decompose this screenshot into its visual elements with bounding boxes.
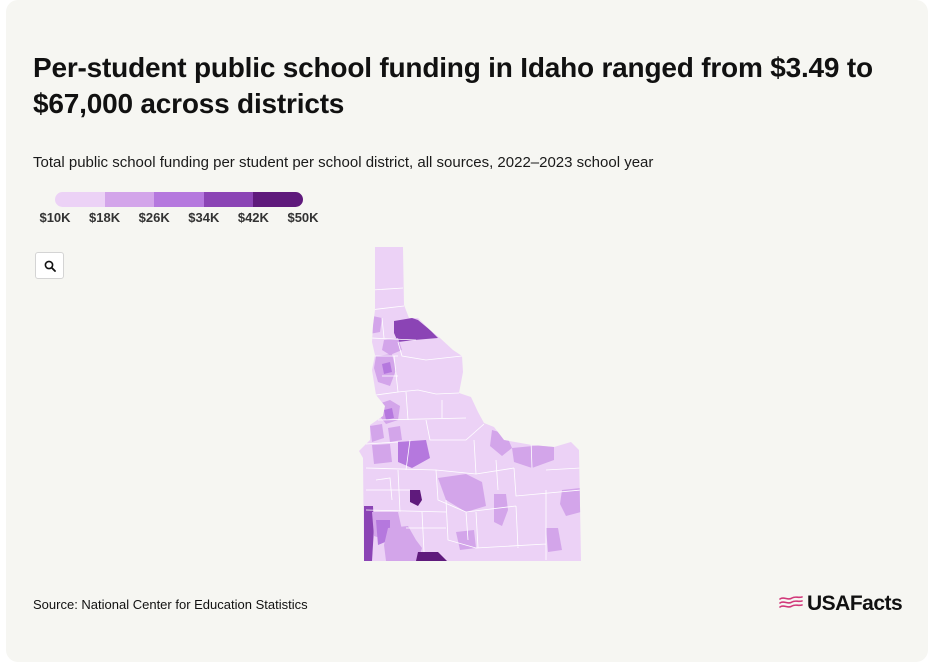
district-region <box>394 318 438 342</box>
legend-swatch-4 <box>203 192 254 207</box>
color-legend: $10K $18K $26K $34K $42K $50K <box>39 192 319 225</box>
legend-swatch-2 <box>104 192 155 207</box>
idaho-district-map <box>359 247 581 561</box>
district-region <box>512 444 554 468</box>
legend-ticks: $10K $18K $26K $34K $42K $50K <box>39 210 318 228</box>
district-region <box>560 488 581 516</box>
brand-name: USAFacts <box>807 592 903 615</box>
district-region <box>384 408 394 420</box>
chart-card: Per-student public school funding in Ida… <box>6 0 928 662</box>
legend-color-bar <box>55 192 303 207</box>
district-region <box>546 528 562 552</box>
legend-tick-label: $42K <box>237 210 269 225</box>
district-region <box>364 506 374 561</box>
district-region <box>382 362 392 374</box>
district-region <box>494 494 508 526</box>
district-region <box>382 338 402 355</box>
search-icon <box>44 260 56 272</box>
district-region <box>368 315 382 334</box>
legend-tick-label: $50K <box>287 210 319 225</box>
legend-swatch-1 <box>55 192 105 207</box>
district-region <box>388 426 402 442</box>
legend-swatch-5 <box>253 192 303 207</box>
district-region <box>456 530 476 550</box>
legend-tick-label: $10K <box>39 210 71 225</box>
chart-subtitle: Total public school funding per student … <box>33 154 654 171</box>
district-region <box>384 526 422 561</box>
legend-tick-label: $26K <box>138 210 170 225</box>
chart-title: Per-student public school funding in Ida… <box>33 52 873 119</box>
source-note: Source: National Center for Education St… <box>33 597 308 612</box>
district-region <box>410 490 422 506</box>
district-region <box>438 474 486 512</box>
district-region <box>370 424 384 442</box>
district-region <box>372 444 392 464</box>
district-region <box>398 440 430 468</box>
flag-icon <box>779 596 803 608</box>
zoom-button[interactable] <box>35 252 64 279</box>
district-boundary <box>365 287 581 560</box>
legend-tick-label: $18K <box>89 210 121 225</box>
district-region <box>416 552 447 561</box>
legend-tick-label: $34K <box>188 210 220 225</box>
legend-swatch-3 <box>154 192 204 207</box>
